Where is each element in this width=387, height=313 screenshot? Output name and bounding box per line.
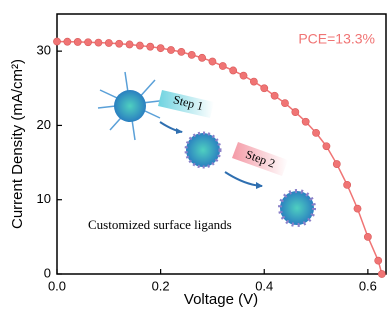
data-point (240, 72, 247, 79)
data-point (364, 233, 371, 240)
data-point (292, 108, 299, 115)
y-tick-label: 20 (37, 117, 51, 132)
data-point (167, 46, 174, 53)
data-point (53, 38, 60, 45)
data-point (378, 270, 385, 277)
data-point (157, 45, 164, 52)
chart: Current Density (mA/cm²) Voltage (V) PCE… (0, 0, 387, 313)
nanoparticle (280, 191, 314, 225)
data-line (57, 41, 382, 274)
data-point (250, 78, 257, 85)
data-point (344, 181, 351, 188)
data-point (198, 54, 205, 61)
data-point (188, 51, 195, 58)
plot-frame (57, 14, 386, 274)
data-point (323, 143, 330, 150)
data-point (375, 257, 382, 264)
inset-illustration (98, 72, 314, 225)
data-point (116, 40, 123, 47)
data-point (354, 205, 361, 212)
y-tick-label: 10 (37, 191, 51, 206)
nanoparticle (114, 90, 146, 122)
data-point (178, 48, 185, 55)
x-tick-label: 0.6 (359, 278, 377, 293)
data-point (126, 41, 133, 48)
data-point (105, 39, 112, 46)
data-point (281, 100, 288, 107)
data-point (302, 118, 309, 125)
data-point (84, 39, 91, 46)
x-tick-label: 0.4 (255, 278, 273, 293)
data-point (333, 160, 340, 167)
data-point (271, 92, 278, 99)
x-tick-label: 0.0 (48, 278, 66, 293)
data-point (136, 42, 143, 49)
data-point (209, 58, 216, 65)
data-point (64, 38, 71, 45)
data-point (219, 62, 226, 69)
nanoparticle (186, 133, 220, 167)
data-point (261, 85, 268, 92)
y-tick-label: 30 (37, 43, 51, 58)
data-point (74, 38, 81, 45)
data-point (312, 129, 319, 136)
data-point (230, 67, 237, 74)
x-axis-label: Voltage (V) (184, 291, 258, 308)
inset-caption: Customized surface ligands (88, 217, 232, 232)
y-axis-label: Current Density (mA/cm²) (9, 59, 26, 229)
data-point (95, 39, 102, 46)
pce-annotation: PCE=13.3% (298, 31, 375, 47)
data-point (147, 43, 154, 50)
x-tick-label: 0.2 (152, 278, 170, 293)
